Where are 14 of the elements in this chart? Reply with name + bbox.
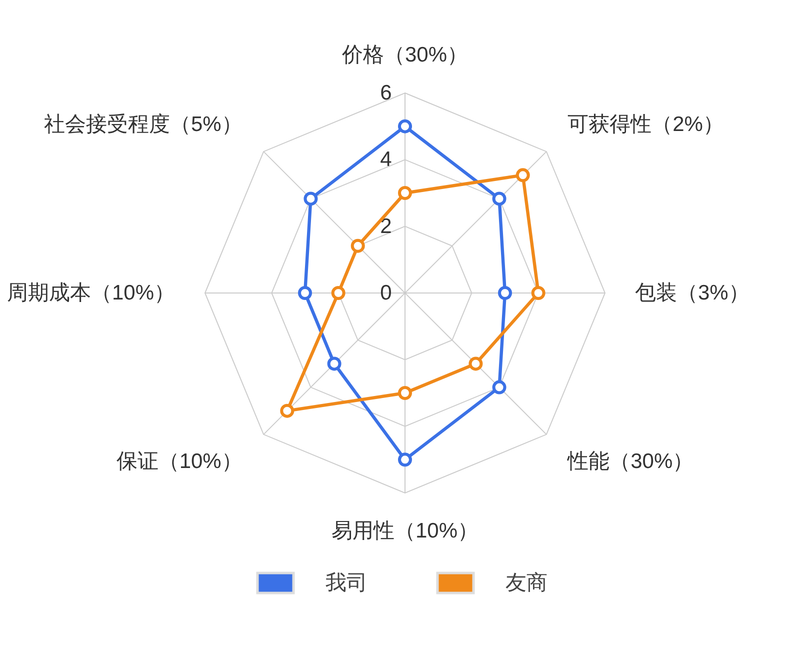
legend-label: 我司 — [326, 572, 368, 594]
spoke-label: 包装（3%） — [635, 282, 750, 304]
legend-label: 友商 — [506, 572, 548, 594]
spoke-label: 保证（10%） — [116, 450, 242, 473]
y-tick-label: 0 — [380, 282, 392, 304]
spoke-label: 可获得性（2%） — [568, 113, 724, 136]
spoke-label: 社会接受程度（5%） — [44, 113, 242, 136]
spoke-label: 性能（30%） — [566, 450, 694, 473]
spoke-label: 易用性（10%） — [331, 520, 479, 542]
spoke-label: 周期成本（10%） — [6, 282, 175, 304]
y-tick-label: 2 — [380, 214, 392, 238]
spoke-label: 价格（30%） — [340, 44, 468, 66]
y-tick-label: 6 — [380, 82, 392, 104]
y-tick-label: 4 — [380, 148, 392, 172]
